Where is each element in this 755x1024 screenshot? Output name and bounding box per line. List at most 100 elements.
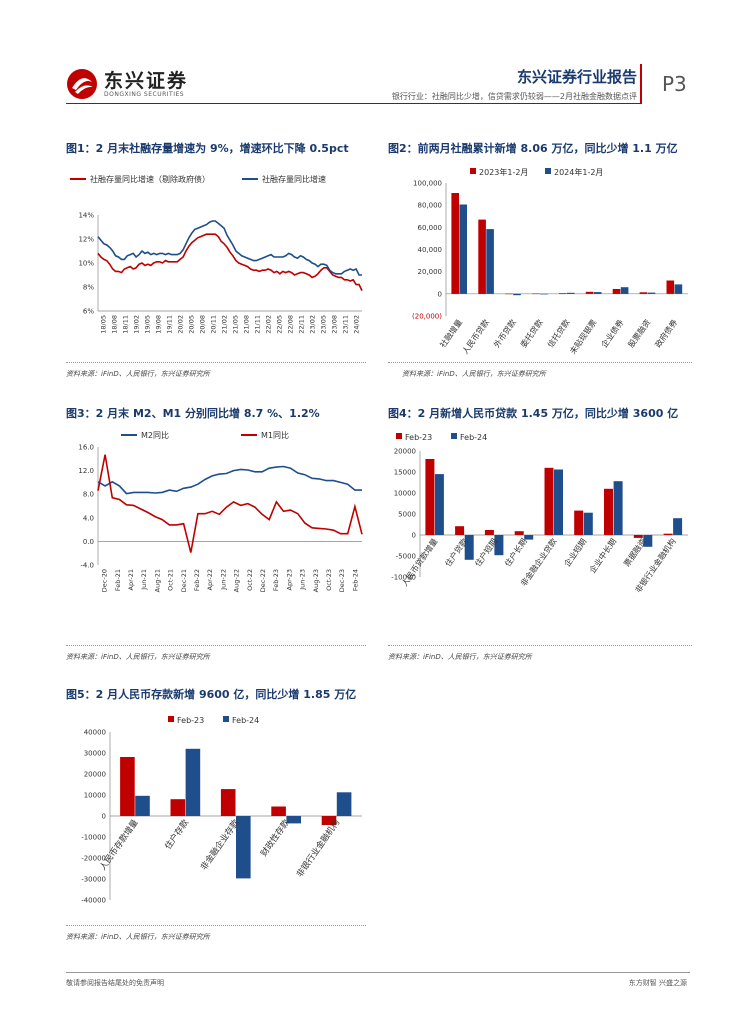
figure-4-divider xyxy=(388,645,692,646)
bar-0-5 xyxy=(585,291,594,294)
figure-3-source: 资料来源：iFinD、人民银行，东兴证券研究所 xyxy=(66,653,210,661)
y-tick-label: 0 xyxy=(102,813,106,821)
bar-1-5 xyxy=(593,292,602,294)
x-category-label: 政府债券 xyxy=(653,317,680,349)
x-tick-label: 22/11 xyxy=(298,315,306,334)
x-tick-label: 23/11 xyxy=(342,315,350,334)
bar-1-1 xyxy=(464,535,474,560)
x-tick-label: 20/11 xyxy=(210,315,218,334)
x-category-label: 非金融企业存款 xyxy=(198,817,241,872)
bar-1-4 xyxy=(554,469,563,535)
x-tick-label: 22/05 xyxy=(276,315,284,334)
x-category-label: 外币贷款 xyxy=(491,317,518,349)
logo-chinese-name: 东兴证券 xyxy=(104,69,189,92)
y-tick-label: 20000 xyxy=(394,448,416,456)
bar-0-1 xyxy=(455,526,465,535)
x-tick-label: Feb-21 xyxy=(114,569,122,591)
x-tick-label: 22/08 xyxy=(287,315,295,334)
figure-2-chart: (20,000) 0 20,000 40,000 60,000 80,000 100,000… xyxy=(412,167,688,356)
x-category-label: 企业中长期 xyxy=(587,536,618,575)
x-tick-label: 21/08 xyxy=(243,315,251,334)
x-category-label: 企业短期 xyxy=(562,536,589,568)
bar-0-3 xyxy=(532,293,540,295)
legend-label: 2024年1-2月 xyxy=(554,167,603,177)
bar-1-1 xyxy=(486,229,494,294)
header-divider xyxy=(640,64,642,104)
bar-1-8 xyxy=(674,284,683,294)
legend-swatch-1-0 xyxy=(470,168,476,174)
y-tick-label: 10000 xyxy=(394,490,416,498)
x-tick-label: Feb-24 xyxy=(351,569,359,591)
legend-swatch-3-0 xyxy=(396,433,402,439)
x-tick-label: 21/11 xyxy=(254,315,262,334)
y-tick-label: -10000 xyxy=(81,834,106,842)
bar-1-3 xyxy=(524,535,534,540)
x-tick-label: 22/02 xyxy=(265,315,273,334)
bar-0-4 xyxy=(544,467,554,535)
x-tick-label: 18/11 xyxy=(122,315,130,334)
x-tick-label: Feb-23 xyxy=(272,569,280,591)
bar-1-8 xyxy=(673,518,683,535)
x-category-label: 非银行业金融机构 xyxy=(294,817,342,879)
figure-5-source: 资料来源：iFinD、人民银行，东兴证券研究所 xyxy=(66,933,210,941)
x-tick-label: Oct-21 xyxy=(167,569,175,591)
legend-label: Feb-23 xyxy=(405,433,432,442)
figure-2-source: 资料来源：iFinD、人民银行，东兴证券研究所 xyxy=(402,370,546,378)
x-category-label: 未贴现银票 xyxy=(567,317,598,356)
series-line-0 xyxy=(97,233,363,291)
y-tick-label: 0 xyxy=(412,532,416,540)
x-tick-label: Apr-22 xyxy=(206,569,214,590)
legend-label: M2同比 xyxy=(141,430,169,440)
bar-0-4 xyxy=(558,293,567,294)
figure-4-source: 资料来源：iFinD、人民银行，东兴证券研究所 xyxy=(388,653,532,661)
y-tick-label: 12.0 xyxy=(78,467,94,475)
y-tick-label: 8% xyxy=(83,284,94,292)
company-logo-icon xyxy=(67,69,97,99)
x-tick-label: Aug-23 xyxy=(312,569,320,592)
figure-1-title: 图1：2 月末社融存量增速为 9%，增速环比下降 0.5pct xyxy=(66,142,349,155)
y-tick-label: 40000 xyxy=(84,729,106,737)
y-tick-label: (20,000) xyxy=(412,313,442,321)
figure-4-title: 图4：2 月新增人民币贷款 1.45 万亿，同比少增 3600 亿 xyxy=(388,407,679,420)
x-tick-label: 18/05 xyxy=(100,315,108,334)
x-category-label: 财政性存款 xyxy=(258,817,292,859)
x-category-label: 委托贷款 xyxy=(518,317,545,349)
bar-1-6 xyxy=(620,287,629,294)
legend-label: 社融存量同比增速 xyxy=(262,174,326,184)
series-line-1 xyxy=(97,220,362,276)
bar-0-0 xyxy=(120,757,135,816)
bar-0-8 xyxy=(663,533,673,535)
bar-0-0 xyxy=(425,459,435,535)
legend-label: M1同比 xyxy=(261,430,289,440)
bar-0-2 xyxy=(220,789,236,816)
bar-0-7 xyxy=(633,535,643,538)
x-tick-label: 20/05 xyxy=(188,315,196,334)
x-tick-label: 18/08 xyxy=(111,315,119,334)
x-tick-label: Dec-22 xyxy=(259,569,267,592)
y-tick-label: 0 xyxy=(438,290,442,298)
x-tick-label: Oct-23 xyxy=(325,569,333,591)
bar-0-3 xyxy=(271,806,286,816)
bar-1-5 xyxy=(583,512,593,535)
figure-2-divider xyxy=(388,362,692,363)
x-category-label: 社融增量 xyxy=(438,317,465,349)
y-tick-label: 15000 xyxy=(394,469,416,477)
bar-0-5 xyxy=(574,510,584,535)
x-tick-label: 23/08 xyxy=(331,315,339,334)
page-number: P3 xyxy=(662,72,687,96)
bar-1-7 xyxy=(647,292,656,294)
x-tick-label: Aug-21 xyxy=(153,569,161,592)
x-tick-label: Dec-21 xyxy=(180,569,188,592)
x-tick-label: Aug-22 xyxy=(233,569,241,592)
x-tick-label: Jun-21 xyxy=(140,569,148,591)
y-tick-label: 16.0 xyxy=(78,444,94,452)
y-tick-label: 40,000 xyxy=(418,246,443,254)
figure-1-source: 资料来源：iFinD、人民银行，东兴证券研究所 xyxy=(66,370,210,378)
y-tick-label: -5000 xyxy=(396,553,416,561)
figure-3-divider xyxy=(66,645,366,646)
bar-0-6 xyxy=(604,488,613,535)
y-tick-label: 100,000 xyxy=(413,180,442,188)
x-tick-label: 23/05 xyxy=(320,315,328,334)
x-tick-label: 24/02 xyxy=(353,315,361,334)
bar-1-0 xyxy=(135,795,150,816)
